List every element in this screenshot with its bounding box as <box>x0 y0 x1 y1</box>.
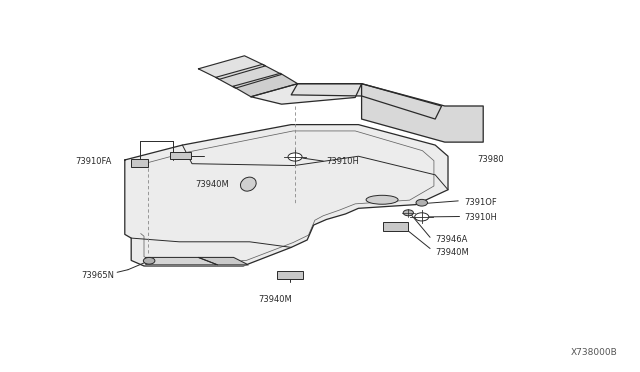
Bar <box>170 152 191 159</box>
Text: 73940M: 73940M <box>435 248 469 257</box>
Text: X738000B: X738000B <box>571 348 618 357</box>
Circle shape <box>288 153 302 161</box>
Polygon shape <box>198 56 266 79</box>
Text: 7391OF: 7391OF <box>464 198 497 207</box>
Text: 73910H: 73910H <box>464 213 497 222</box>
Circle shape <box>143 257 155 264</box>
Text: 73940M: 73940M <box>195 180 229 189</box>
Ellipse shape <box>366 195 398 204</box>
Polygon shape <box>198 257 248 265</box>
Ellipse shape <box>241 177 256 191</box>
Text: 73910FA: 73910FA <box>76 157 112 166</box>
Bar <box>383 222 408 231</box>
Text: 73980: 73980 <box>477 155 504 164</box>
Text: 73940M: 73940M <box>259 295 292 304</box>
Text: 73946A: 73946A <box>435 235 468 244</box>
Text: 73910H: 73910H <box>326 157 359 166</box>
Circle shape <box>416 199 428 206</box>
Polygon shape <box>251 84 362 104</box>
Circle shape <box>415 213 429 221</box>
Circle shape <box>403 210 413 216</box>
Polygon shape <box>216 64 282 88</box>
Text: 73965N: 73965N <box>81 271 114 280</box>
Polygon shape <box>233 73 298 97</box>
Polygon shape <box>362 84 483 142</box>
Bar <box>277 271 303 279</box>
Polygon shape <box>291 84 442 119</box>
Polygon shape <box>125 125 448 266</box>
Polygon shape <box>146 257 218 265</box>
Bar <box>131 159 148 167</box>
